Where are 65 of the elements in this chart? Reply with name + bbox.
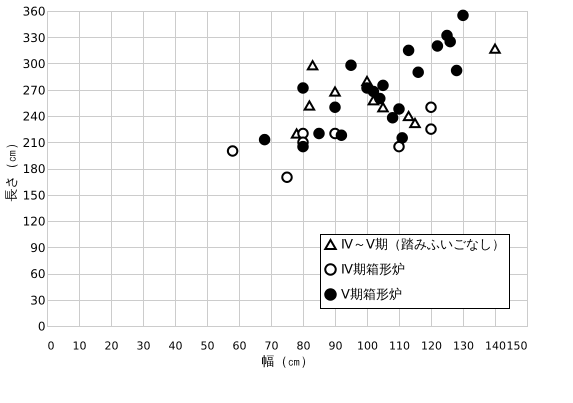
- y-axis-title: 長さ（㎝）: [4, 136, 20, 202]
- x-tick-label: 0: [48, 340, 54, 352]
- point: [313, 128, 325, 140]
- y-tick-label: 0: [38, 320, 46, 334]
- x-tick-label: 120: [421, 340, 442, 352]
- point: [306, 60, 318, 70]
- y-tick-label: 210: [22, 136, 46, 150]
- y-tick-label: 240: [22, 110, 46, 124]
- point: [281, 172, 293, 183]
- point: [457, 10, 469, 22]
- x-tick-label: 40: [168, 340, 182, 352]
- x-tick-label: 140: [485, 340, 506, 352]
- point: [450, 64, 462, 76]
- legend-label: Ⅳ期箱形炉: [341, 262, 405, 278]
- y-tick-label: 300: [22, 57, 46, 71]
- x-tick-label: 60: [232, 340, 246, 352]
- y-tick-label: 120: [22, 214, 46, 228]
- point: [304, 100, 316, 111]
- y-tick-label: 270: [22, 83, 46, 98]
- point: [329, 86, 341, 97]
- point: [258, 134, 270, 146]
- y-tick-label: 30: [30, 293, 46, 308]
- point: [393, 140, 405, 152]
- point: [368, 86, 380, 98]
- y-tick-label: 60: [30, 267, 46, 281]
- x-tick-label: 10: [72, 340, 86, 352]
- point: [393, 103, 405, 115]
- point: [377, 80, 389, 92]
- x-tick-label: 70: [264, 340, 278, 352]
- point: [489, 44, 501, 54]
- x-tick-label: 50: [200, 340, 214, 352]
- y-tick-label: 330: [22, 30, 46, 45]
- point: [396, 132, 408, 144]
- x-tick-label: 20: [104, 340, 118, 352]
- point: [432, 40, 444, 52]
- x-tick-label: 80: [296, 340, 310, 352]
- point: [297, 82, 309, 94]
- y-tick-label: 150: [22, 188, 46, 202]
- point: [412, 66, 424, 78]
- x-axis-title: 幅（㎝）: [262, 354, 314, 370]
- point: [409, 118, 421, 128]
- point: [425, 102, 437, 113]
- point: [425, 123, 437, 135]
- point: [386, 112, 398, 124]
- y-tick-label: 180: [22, 162, 46, 176]
- legend-label: Ⅳ～Ⅴ期（踏みふいごなし）: [341, 238, 505, 252]
- x-tick-label: 100: [357, 340, 378, 352]
- x-tick-label: 90: [328, 340, 342, 352]
- x-tick-label: 150: [506, 340, 528, 352]
- point: [402, 44, 414, 56]
- x-tick-label: 30: [136, 340, 150, 352]
- point: [377, 102, 389, 112]
- x-tick-label: 130: [453, 340, 474, 352]
- y-tick-label: 360: [22, 4, 46, 18]
- point: [297, 140, 309, 152]
- y-tick-label: 90: [30, 240, 46, 255]
- point: [444, 36, 456, 48]
- point: [329, 102, 341, 113]
- x-tick-label: 110: [389, 340, 410, 352]
- point: [226, 145, 238, 157]
- legend-label: Ⅴ期箱形炉: [341, 288, 402, 302]
- point: [345, 60, 357, 71]
- point: [374, 92, 386, 104]
- point: [402, 110, 414, 122]
- point: [336, 130, 348, 141]
